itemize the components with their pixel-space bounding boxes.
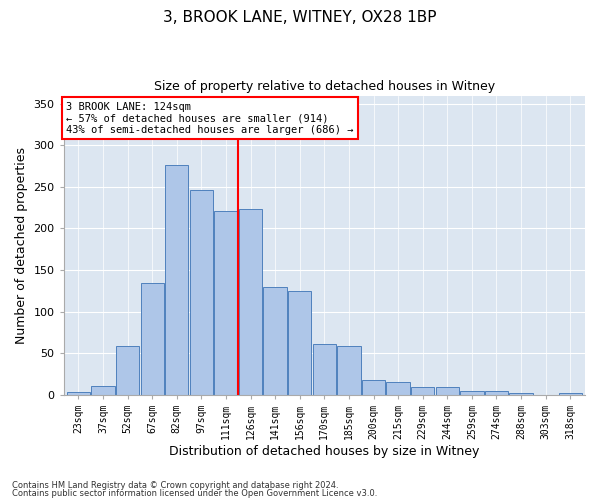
Text: 3, BROOK LANE, WITNEY, OX28 1BP: 3, BROOK LANE, WITNEY, OX28 1BP: [163, 10, 437, 25]
Bar: [263, 286, 287, 395]
Bar: [460, 390, 484, 394]
Bar: [91, 386, 115, 394]
Bar: [386, 382, 410, 394]
Bar: [190, 190, 213, 394]
Text: 3 BROOK LANE: 124sqm
← 57% of detached houses are smaller (914)
43% of semi-deta: 3 BROOK LANE: 124sqm ← 57% of detached h…: [67, 102, 354, 134]
X-axis label: Distribution of detached houses by size in Witney: Distribution of detached houses by size …: [169, 444, 479, 458]
Bar: [239, 208, 262, 394]
Y-axis label: Number of detached properties: Number of detached properties: [15, 146, 28, 344]
Bar: [362, 380, 385, 394]
Bar: [140, 282, 164, 395]
Bar: [214, 211, 238, 394]
Bar: [509, 393, 533, 394]
Bar: [67, 392, 90, 394]
Bar: [165, 164, 188, 394]
Text: Contains public sector information licensed under the Open Government Licence v3: Contains public sector information licen…: [12, 488, 377, 498]
Bar: [313, 344, 336, 395]
Title: Size of property relative to detached houses in Witney: Size of property relative to detached ho…: [154, 80, 495, 93]
Bar: [116, 346, 139, 395]
Bar: [337, 346, 361, 395]
Bar: [288, 291, 311, 395]
Bar: [485, 390, 508, 394]
Bar: [559, 393, 582, 394]
Bar: [411, 387, 434, 394]
Bar: [436, 387, 459, 394]
Text: Contains HM Land Registry data © Crown copyright and database right 2024.: Contains HM Land Registry data © Crown c…: [12, 481, 338, 490]
